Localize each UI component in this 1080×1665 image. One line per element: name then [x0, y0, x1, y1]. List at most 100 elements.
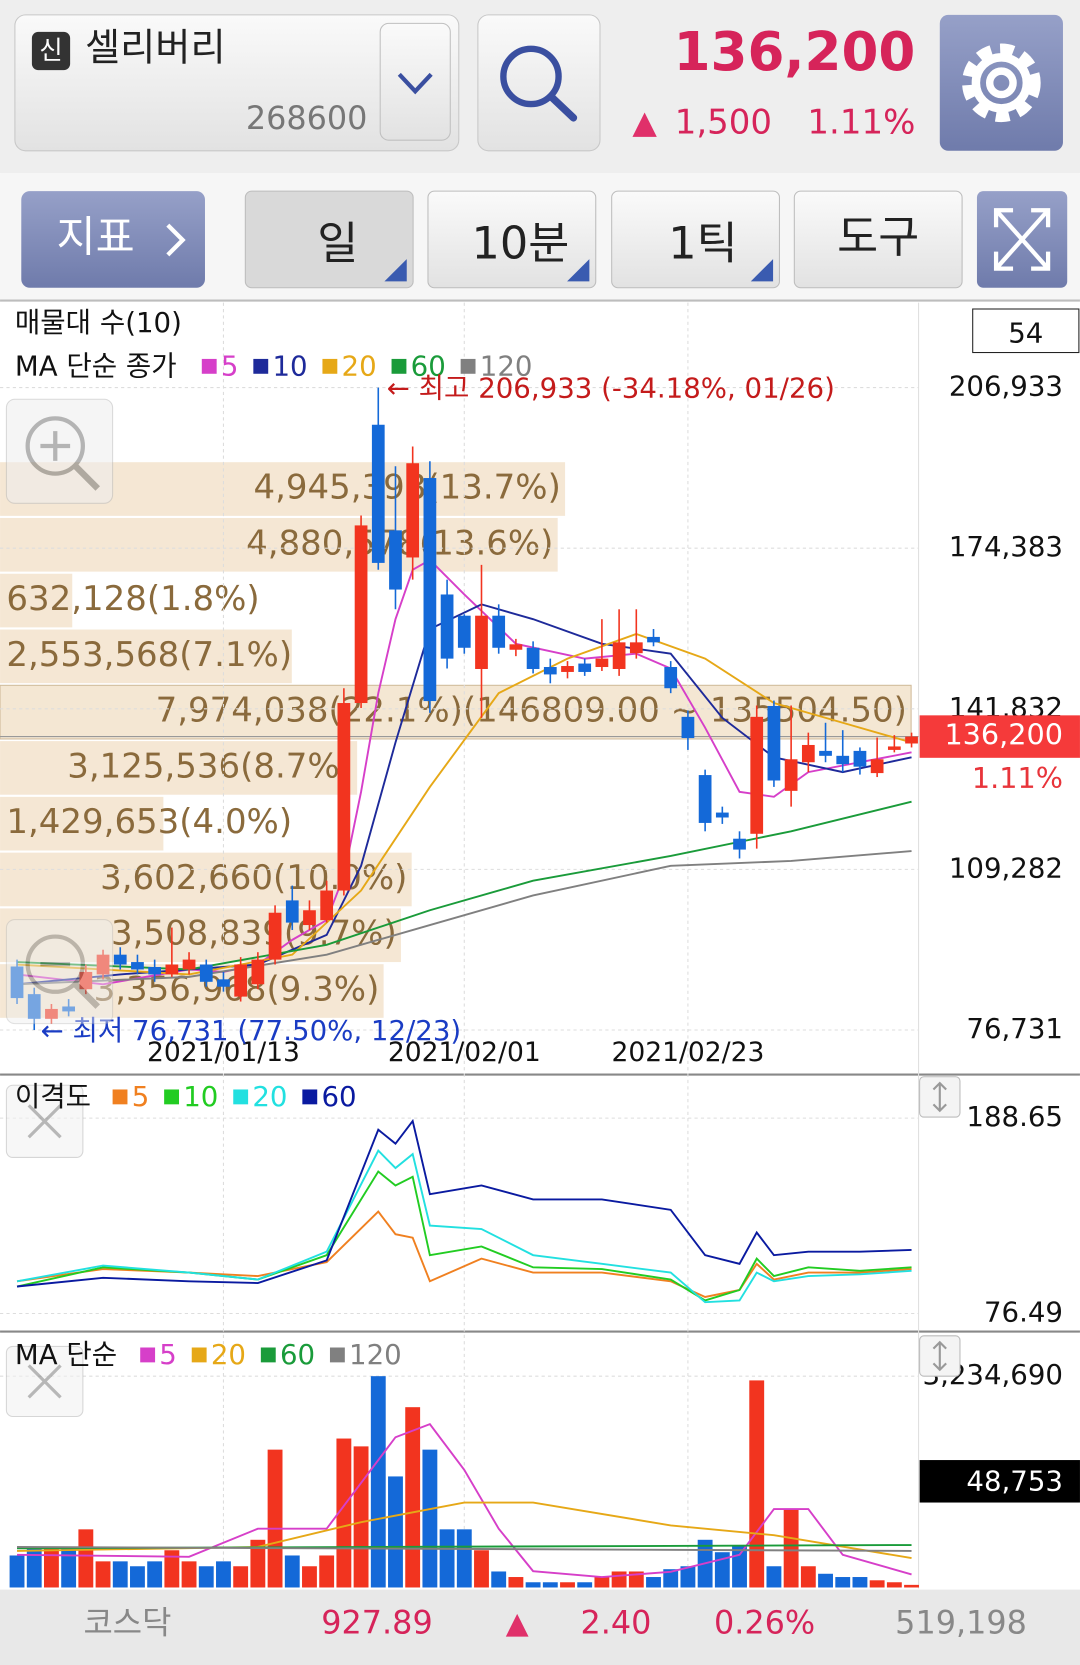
candle-body — [509, 644, 523, 650]
volume-bar — [9, 1555, 25, 1588]
legend-label: 20 — [342, 349, 377, 382]
market-change: 2.40 — [580, 1604, 651, 1642]
candle-body — [389, 530, 402, 590]
resize-button[interactable] — [919, 1076, 961, 1118]
candle-body — [595, 658, 609, 668]
search-button[interactable] — [477, 14, 601, 152]
market-change-pct: 0.26% — [714, 1604, 815, 1642]
legend-swatch — [329, 1347, 345, 1363]
candle-body — [268, 912, 282, 960]
settings-button[interactable] — [939, 14, 1063, 151]
minute-label: 10분 — [471, 217, 569, 269]
chart-layer: 4,945,398(13.7%)4,880,578(13.6%)632,128(… — [0, 302, 1080, 1589]
volume-bar — [800, 1566, 816, 1588]
volume-bar — [663, 1569, 679, 1588]
candle-body — [784, 759, 798, 791]
legend-label: 10 — [183, 1080, 218, 1113]
x-tick-label: 2021/01/13 — [147, 1037, 300, 1068]
stock-name: 셀리버리 — [85, 26, 226, 70]
indicator-line — [16, 1118, 912, 1288]
volume-bar — [61, 1546, 77, 1588]
volume-bar — [284, 1555, 300, 1588]
candle-body — [457, 615, 471, 648]
volume-bar — [147, 1561, 163, 1588]
volume-bar — [181, 1561, 197, 1588]
search-icon — [547, 92, 578, 122]
change-arrow: ▲ — [632, 103, 657, 141]
current-change-label: 1.11% — [972, 761, 1063, 795]
volume-bar — [164, 1550, 180, 1588]
volume-bar — [749, 1380, 765, 1588]
profile-bar — [0, 741, 358, 795]
close-pane-button[interactable] — [5, 1345, 84, 1418]
profile-label: 632,128(1.8%) — [6, 579, 259, 619]
candle-body — [681, 716, 695, 739]
volume-bar — [388, 1476, 403, 1588]
zoom-out-button[interactable] — [5, 919, 114, 1025]
period-button[interactable] — [244, 190, 414, 289]
resize-button[interactable] — [919, 1335, 961, 1377]
close-pane-button[interactable] — [5, 1084, 84, 1158]
current-price: 136,200 — [674, 21, 916, 83]
candle-body — [234, 964, 248, 997]
candle-body — [543, 667, 557, 675]
candle-body — [131, 962, 144, 970]
volume-bar — [370, 1376, 386, 1588]
candle-body — [96, 954, 110, 975]
candle-body — [113, 954, 127, 965]
badge-bg — [31, 31, 71, 71]
dropdown-button[interactable] — [379, 22, 451, 141]
corner-mark — [567, 259, 590, 282]
profile-title: 매물대 수(10) — [15, 306, 182, 339]
indicator-button[interactable] — [21, 191, 205, 288]
candle-body — [423, 478, 437, 702]
volume-bar — [250, 1539, 266, 1588]
volume-bar — [783, 1509, 799, 1588]
candle-body — [182, 959, 196, 970]
volume-bar — [594, 1577, 610, 1588]
volume-bar — [835, 1577, 851, 1588]
market-name: 코스닥 — [84, 1604, 172, 1642]
search-icon — [500, 45, 562, 108]
expand-icon — [993, 208, 1051, 271]
candle-body — [354, 525, 368, 704]
tools-label: 도구 — [837, 211, 919, 263]
profile-label: 3,602,660(10.0%) — [100, 858, 407, 898]
volume-bar — [904, 1584, 919, 1588]
profile-bar — [0, 629, 292, 684]
legend-label: 120 — [349, 1338, 402, 1371]
candle-body — [767, 705, 781, 781]
profile-label: 1,429,653(4.0%) — [6, 802, 292, 842]
legend-swatch — [460, 358, 476, 374]
y-tick-label: 76,731 — [966, 1012, 1063, 1045]
minute-button[interactable] — [427, 190, 597, 289]
legend-swatch — [253, 358, 269, 374]
volume-bar — [130, 1566, 145, 1588]
volume-bar — [818, 1573, 833, 1588]
candle-body — [801, 744, 815, 763]
volume-bar — [646, 1577, 661, 1588]
stock-code: 268600 — [246, 99, 368, 137]
zoom-in-button[interactable] — [5, 398, 114, 504]
settings-icon — [962, 43, 1041, 123]
candle-body — [303, 910, 316, 926]
volume-bar — [112, 1561, 128, 1588]
tick-button[interactable] — [611, 190, 780, 289]
badge: 신 — [39, 36, 62, 66]
volume-bar — [319, 1555, 335, 1588]
legend-label: 20 — [252, 1080, 287, 1113]
volume-bar — [44, 1548, 59, 1588]
stock-box[interactable] — [14, 14, 460, 152]
volume-bar — [680, 1566, 696, 1588]
tools-button[interactable] — [793, 190, 963, 289]
volume-bar — [886, 1582, 902, 1588]
y-tick-label: 188.65 — [966, 1100, 1063, 1133]
low-annotation: ← 최저 76,731 (77.50%, 12/23) — [41, 1014, 462, 1047]
legend-label: 60 — [280, 1338, 315, 1371]
candle-body — [715, 812, 729, 818]
indicator-line — [16, 1149, 912, 1304]
legend-swatch — [322, 358, 338, 374]
volume-bar — [525, 1582, 541, 1588]
profile-count-box[interactable] — [972, 308, 1080, 354]
